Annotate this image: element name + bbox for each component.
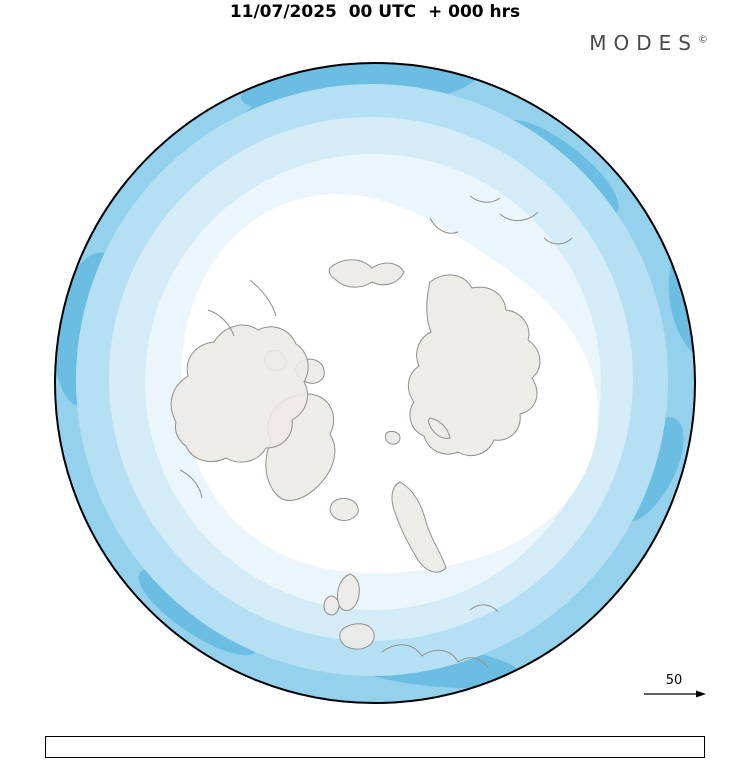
map-boundary <box>54 62 696 704</box>
coastline-na-west <box>249 279 277 317</box>
reference-vector-arrow <box>644 690 706 698</box>
coastline-ireland <box>323 595 340 616</box>
coastline-na-west <box>207 309 235 337</box>
coastline-britain <box>337 573 360 611</box>
coastline-north-america <box>170 324 309 463</box>
reference-vector-label: 50 <box>665 673 683 688</box>
polar-stereographic-map <box>54 62 696 704</box>
coastline-scandinavia <box>391 481 447 573</box>
coastline-east-asia <box>499 211 539 221</box>
page-title: 11/07/2025 00 UTC + 000 hrs <box>229 2 521 22</box>
colorbar <box>45 736 705 758</box>
reference-vector: 50 <box>638 674 710 704</box>
coastline-black-sea <box>469 604 499 613</box>
coastline-iceland <box>329 497 359 521</box>
coastlines <box>170 195 573 669</box>
coastline-svalbard <box>385 430 401 445</box>
coastline-iberia <box>339 623 375 650</box>
copyright-mark: © <box>698 34 708 46</box>
coastline-kamchatka <box>429 217 459 234</box>
modes-logo-text: MODES <box>589 31 698 55</box>
modes-logo: MODES© <box>589 31 708 55</box>
arrow-head-icon <box>696 690 706 698</box>
coastline-alaska-chukotka <box>328 259 405 288</box>
coastline-east-asia <box>543 237 573 245</box>
colorbar-tick-labels <box>45 759 705 779</box>
coastline-siberia <box>407 274 541 456</box>
wind-speed-shading <box>55 63 695 703</box>
coastline-sea-of-okhotsk <box>469 195 501 203</box>
coastline-mediterranean <box>381 644 489 669</box>
coastline-novaya-zemlya <box>428 417 451 439</box>
coastline-labrador <box>179 469 203 499</box>
